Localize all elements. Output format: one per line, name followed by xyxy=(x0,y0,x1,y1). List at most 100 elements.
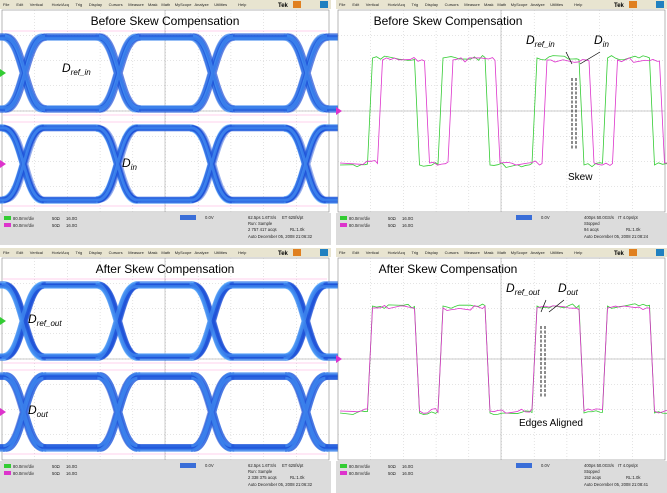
menu-item[interactable]: Edit xyxy=(352,2,360,7)
menu-item[interactable]: Measure xyxy=(128,2,144,7)
menu-item[interactable]: Trig xyxy=(76,250,83,255)
channel-badge[interactable] xyxy=(340,216,347,220)
menu-item[interactable]: Measure xyxy=(464,250,480,255)
label-sub: ref_in xyxy=(535,40,556,49)
menu-item[interactable]: Edit xyxy=(16,2,24,7)
window-button[interactable] xyxy=(629,249,637,256)
menu-item[interactable]: Measure xyxy=(128,250,144,255)
channel-scale: 80.0mV/div xyxy=(349,471,371,476)
menu-item[interactable]: Mask xyxy=(484,250,494,255)
acq-info: 400ps 50.0GS/s xyxy=(584,215,614,220)
menu-item[interactable]: Help xyxy=(574,2,583,7)
label-sub: ref_in xyxy=(71,68,92,77)
trigger-badge[interactable] xyxy=(516,463,532,468)
menu-item[interactable]: Math xyxy=(497,2,506,7)
window-button[interactable] xyxy=(293,1,301,8)
window-button[interactable] xyxy=(629,1,637,8)
menu-item[interactable]: Vertical xyxy=(30,2,43,7)
acq-info: RL:1.0k xyxy=(290,227,305,232)
menu-item[interactable]: File xyxy=(339,2,346,7)
trigger-badge[interactable] xyxy=(180,463,196,468)
trigger-badge[interactable] xyxy=(516,215,532,220)
brand: Tek xyxy=(614,251,625,257)
acq-info: IT 4.0ps/pt xyxy=(618,215,639,220)
menu-item[interactable]: Utilities xyxy=(214,250,227,255)
menu-item[interactable]: Cursors xyxy=(445,250,459,255)
window-button[interactable] xyxy=(320,249,328,256)
menu-item[interactable]: Help xyxy=(238,250,247,255)
menu-item[interactable]: Utilities xyxy=(214,2,227,7)
menu-item[interactable]: Analyze xyxy=(195,2,210,7)
menu-item[interactable]: Utilities xyxy=(550,250,563,255)
menu-item[interactable]: Trig xyxy=(76,2,83,7)
menu-item[interactable]: Vertical xyxy=(366,2,379,7)
menu-item[interactable]: Cursors xyxy=(109,250,123,255)
menu-item[interactable]: Display xyxy=(425,250,438,255)
menu-item[interactable]: Utilities xyxy=(550,2,563,7)
menu-item[interactable]: Analyze xyxy=(195,250,210,255)
acq-info: Auto December 05, 2008 21:08:41 xyxy=(584,482,649,487)
menu-item[interactable]: Horiz/Acq xyxy=(388,2,405,7)
trigger-badge[interactable] xyxy=(180,215,196,220)
channel-impedance: 50Ω xyxy=(388,216,396,221)
figure: File Edit Vertical Horiz/Acq Trig Display Curs… xyxy=(0,0,667,493)
menu-item[interactable]: Help xyxy=(238,2,247,7)
channel-bandwidth: 16.0G xyxy=(402,216,413,221)
label-sub: in xyxy=(131,163,138,172)
channel-badge[interactable] xyxy=(4,223,11,227)
menu-item[interactable]: MyScope xyxy=(511,250,528,255)
menu-item[interactable]: MyScope xyxy=(175,250,192,255)
panel-title: Before Skew Compensation xyxy=(374,14,523,28)
channel-scale: 80.0mV/div xyxy=(349,216,371,221)
menu-item[interactable]: Trig xyxy=(412,250,419,255)
menu-item[interactable]: Edit xyxy=(16,250,24,255)
menu-item[interactable]: Trig xyxy=(412,2,419,7)
menu-item[interactable]: Vertical xyxy=(30,250,43,255)
menu-item[interactable]: Edit xyxy=(352,250,360,255)
menu-item[interactable]: MyScope xyxy=(511,2,528,7)
menu-item[interactable]: Analyze xyxy=(531,250,546,255)
label-sub: out xyxy=(37,410,49,419)
menu-item[interactable]: Mask xyxy=(484,2,494,7)
channel-impedance: 50Ω xyxy=(52,471,60,476)
menu-item[interactable]: Horiz/Acq xyxy=(52,250,69,255)
menu-item[interactable]: Analyze xyxy=(531,2,546,7)
menu-item[interactable]: Display xyxy=(89,2,102,7)
channel-badge[interactable] xyxy=(4,471,11,475)
acq-info: Stopped xyxy=(584,221,600,226)
channel-impedance: 50Ω xyxy=(52,464,60,469)
menu-item[interactable]: Math xyxy=(497,250,506,255)
menu-item[interactable]: Measure xyxy=(464,2,480,7)
menu-item[interactable]: File xyxy=(339,250,346,255)
channel-bandwidth: 16.0G xyxy=(66,471,77,476)
menu-item[interactable]: Cursors xyxy=(445,2,459,7)
menu-item[interactable]: MyScope xyxy=(175,2,192,7)
window-button[interactable] xyxy=(656,1,664,8)
menu-item[interactable]: Math xyxy=(161,250,170,255)
window-button[interactable] xyxy=(656,249,664,256)
menu-item[interactable]: Horiz/Acq xyxy=(388,250,405,255)
menu-item[interactable]: Display xyxy=(425,2,438,7)
menu-item[interactable]: Help xyxy=(574,250,583,255)
window-button[interactable] xyxy=(293,249,301,256)
acq-info: Auto December 05, 2008 21:06:32 xyxy=(248,234,313,239)
menu-item[interactable]: Cursors xyxy=(109,2,123,7)
channel-badge[interactable] xyxy=(4,216,11,220)
menu-item[interactable]: Mask xyxy=(148,2,158,7)
acq-info: Auto December 05, 2008 21:08:24 xyxy=(584,234,649,239)
channel-bandwidth: 16.0G xyxy=(66,464,77,469)
menu-item[interactable]: File xyxy=(3,250,10,255)
scope-panel: File Edit Vertical Horiz/Acq Trig Display Curs… xyxy=(336,248,667,493)
channel-badge[interactable] xyxy=(340,464,347,468)
menu-item[interactable]: Vertical xyxy=(366,250,379,255)
channel-badge[interactable] xyxy=(4,464,11,468)
menu-item[interactable]: Horiz/Acq xyxy=(52,2,69,7)
window-button[interactable] xyxy=(320,1,328,8)
menu-item[interactable]: Mask xyxy=(148,250,158,255)
acq-info: ET 625fs/pt xyxy=(282,215,304,220)
channel-badge[interactable] xyxy=(340,223,347,227)
menu-item[interactable]: Display xyxy=(89,250,102,255)
menu-item[interactable]: Math xyxy=(161,2,170,7)
menu-item[interactable]: File xyxy=(3,2,10,7)
channel-badge[interactable] xyxy=(340,471,347,475)
